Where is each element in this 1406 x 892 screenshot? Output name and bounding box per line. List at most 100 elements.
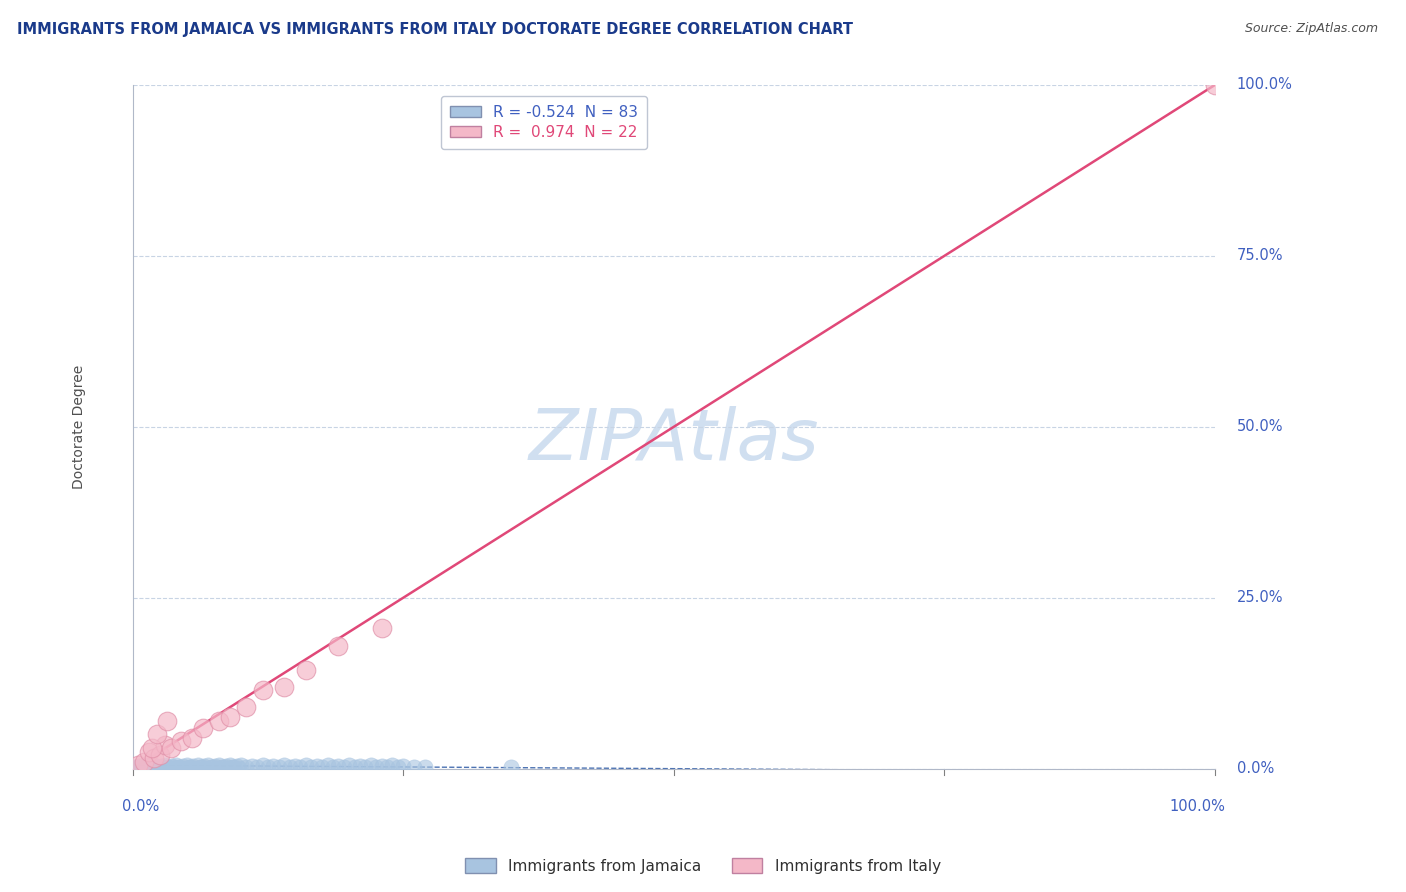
Point	[160, 759, 183, 773]
Text: 0.0%: 0.0%	[1236, 761, 1274, 776]
Point	[252, 683, 274, 698]
Text: Source: ZipAtlas.com: Source: ZipAtlas.com	[1244, 22, 1378, 36]
Point	[387, 759, 409, 773]
Point	[201, 760, 224, 774]
Point	[1204, 78, 1226, 92]
Point	[211, 759, 233, 773]
Point	[139, 759, 162, 773]
Text: 100.0%: 100.0%	[1170, 799, 1226, 814]
Point	[228, 761, 250, 775]
Point	[354, 760, 377, 774]
Legend: Immigrants from Jamaica, Immigrants from Italy: Immigrants from Jamaica, Immigrants from…	[460, 852, 946, 880]
Point	[163, 760, 186, 774]
Text: 0.0%: 0.0%	[122, 799, 159, 814]
Point	[370, 759, 392, 773]
Point	[165, 758, 187, 772]
Point	[208, 714, 231, 728]
Point	[208, 758, 231, 772]
Point	[191, 721, 214, 735]
Point	[273, 758, 295, 772]
Point	[278, 759, 301, 773]
Point	[170, 734, 193, 748]
Point	[125, 761, 148, 775]
Point	[187, 757, 209, 772]
Point	[124, 759, 146, 773]
Point	[501, 760, 523, 774]
Point	[136, 761, 159, 775]
Point	[159, 741, 181, 756]
Text: 100.0%: 100.0%	[1236, 78, 1292, 93]
Point	[193, 759, 215, 773]
Point	[225, 759, 247, 773]
Point	[205, 761, 228, 775]
Point	[184, 761, 207, 775]
Point	[262, 759, 284, 773]
Text: 50.0%: 50.0%	[1236, 419, 1284, 434]
Point	[141, 760, 163, 774]
Point	[252, 758, 274, 772]
Point	[235, 700, 257, 714]
Point	[131, 760, 153, 774]
Text: ZIPAtlas: ZIPAtlas	[529, 406, 820, 475]
Point	[180, 760, 202, 774]
Point	[370, 622, 392, 636]
Point	[299, 759, 322, 773]
Point	[132, 758, 155, 772]
Text: 25.0%: 25.0%	[1236, 591, 1284, 606]
Point	[167, 759, 190, 773]
Point	[141, 741, 163, 756]
Point	[349, 759, 371, 773]
Point	[404, 760, 426, 774]
Point	[311, 760, 333, 774]
Point	[328, 759, 350, 773]
Point	[219, 758, 242, 772]
Text: Doctorate Degree: Doctorate Degree	[72, 365, 86, 489]
Point	[183, 759, 205, 773]
Point	[322, 759, 344, 773]
Point	[360, 758, 382, 772]
Point	[153, 738, 176, 752]
Point	[169, 760, 191, 774]
Point	[381, 758, 404, 772]
Point	[191, 760, 214, 774]
Point	[257, 759, 280, 773]
Point	[197, 758, 219, 772]
Point	[295, 758, 318, 772]
Text: 75.0%: 75.0%	[1236, 248, 1284, 263]
Point	[132, 755, 155, 769]
Point	[152, 760, 174, 774]
Point	[181, 731, 204, 745]
Point	[149, 759, 172, 773]
Point	[332, 760, 354, 774]
Point	[337, 758, 360, 772]
Point	[229, 758, 252, 772]
Point	[156, 714, 179, 728]
Point	[138, 745, 160, 759]
Text: IMMIGRANTS FROM JAMAICA VS IMMIGRANTS FROM ITALY DOCTORATE DEGREE CORRELATION CH: IMMIGRANTS FROM JAMAICA VS IMMIGRANTS FR…	[17, 22, 853, 37]
Point	[127, 758, 149, 772]
Point	[290, 760, 312, 774]
Point	[392, 759, 415, 773]
Point	[188, 759, 211, 773]
Point	[212, 760, 235, 774]
Point	[221, 759, 243, 773]
Point	[267, 760, 290, 774]
Point	[200, 759, 222, 773]
Point	[295, 663, 318, 677]
Point	[305, 759, 328, 773]
Point	[128, 759, 150, 773]
Legend: R = -0.524  N = 83, R =  0.974  N = 22: R = -0.524 N = 83, R = 0.974 N = 22	[441, 96, 647, 149]
Point	[204, 759, 226, 773]
Point	[328, 639, 350, 653]
Point	[195, 761, 218, 775]
Point	[240, 759, 263, 773]
Point	[145, 727, 167, 741]
Point	[219, 710, 242, 724]
Point	[273, 680, 295, 694]
Point	[375, 760, 398, 774]
Point	[143, 757, 166, 772]
Point	[159, 761, 181, 775]
Point	[217, 761, 239, 775]
Point	[246, 760, 269, 774]
Point	[143, 751, 166, 765]
